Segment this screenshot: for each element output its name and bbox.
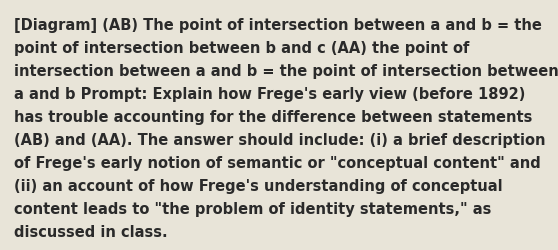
Text: point of intersection between b and c (AA) the point of: point of intersection between b and c (A… xyxy=(14,41,469,56)
Text: (AB) and (AA). The answer should include: (i) a brief description: (AB) and (AA). The answer should include… xyxy=(14,132,546,148)
Text: [Diagram] (AB) The point of intersection between a and b = the: [Diagram] (AB) The point of intersection… xyxy=(14,18,542,33)
Text: discussed in class.: discussed in class. xyxy=(14,224,167,239)
Text: (ii) an account of how Frege's understanding of conceptual: (ii) an account of how Frege's understan… xyxy=(14,178,503,193)
Text: content leads to "the problem of identity statements," as: content leads to "the problem of identit… xyxy=(14,201,492,216)
Text: intersection between a and b = the point of intersection between: intersection between a and b = the point… xyxy=(14,64,558,79)
Text: a and b Prompt: Explain how Frege's early view (before 1892): a and b Prompt: Explain how Frege's earl… xyxy=(14,87,526,102)
Text: has trouble accounting for the difference between statements: has trouble accounting for the differenc… xyxy=(14,110,532,124)
Text: of Frege's early notion of semantic or "conceptual content" and: of Frege's early notion of semantic or "… xyxy=(14,156,541,170)
